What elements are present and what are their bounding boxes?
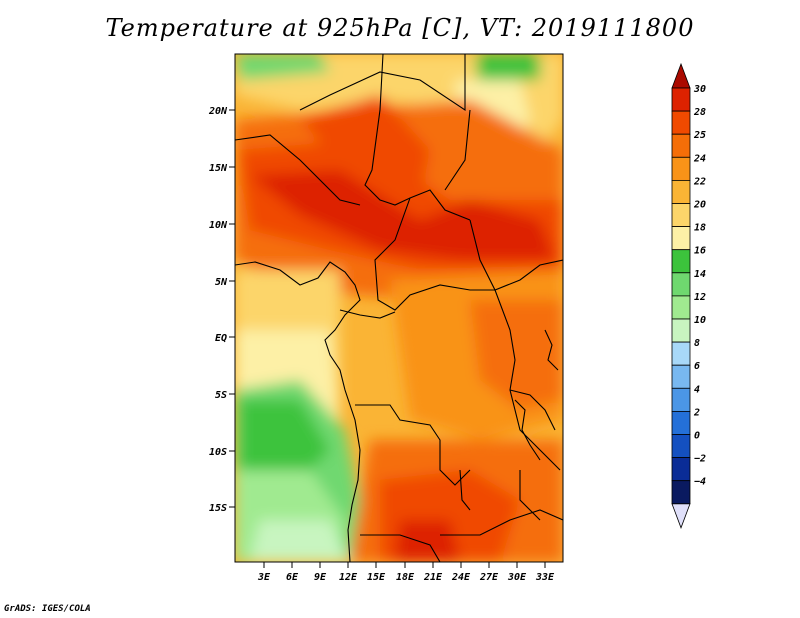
colorbar-label: 20 (693, 200, 706, 211)
lon-label-21e: 21E (423, 572, 443, 583)
colorbar-label: 8 (694, 338, 700, 349)
colorbar-swatch (671, 364, 691, 389)
lat-axis (229, 109, 235, 508)
colorbar-swatch (671, 341, 691, 366)
lat-label-5n: 5N (215, 277, 228, 288)
lon-label-15e: 15E (367, 572, 386, 583)
colorbar-label: −2 (694, 454, 706, 465)
colorbar-swatch (671, 226, 691, 251)
lon-label-12e: 12E (339, 572, 358, 583)
colorbar-label: 2 (693, 407, 700, 418)
lon-label-27e: 27E (479, 572, 499, 583)
lat-label-10s: 10S (209, 447, 227, 458)
colorbar-label: 22 (693, 176, 706, 187)
lat-label-20n: 20N (208, 106, 228, 117)
colorbar-swatch (671, 480, 691, 505)
colorbar-bottom-arrow (671, 503, 691, 529)
lon-label-6e: 6E (286, 572, 299, 583)
colorbar-swatch (671, 156, 691, 181)
colorbar-label: 12 (694, 292, 706, 303)
lat-label-10n: 10N (209, 220, 228, 231)
lon-label-9e: 9E (314, 572, 327, 583)
map-title: Temperature at 925hPa [C], VT: 201911180… (105, 14, 695, 42)
colorbar-label: 25 (693, 130, 706, 141)
colorbar-swatch (671, 457, 691, 482)
lon-label-24e: 24E (451, 572, 471, 583)
colorbar-label: 6 (694, 361, 700, 372)
lat-label-15s: 15S (209, 503, 227, 514)
lat-label-15n: 15N (209, 163, 228, 174)
colorbar-swatch (671, 87, 691, 112)
temperature-field (235, 54, 563, 562)
colorbar-label: 18 (694, 223, 706, 234)
colorbar-swatch (671, 434, 691, 459)
colorbar-swatch (671, 110, 691, 135)
colorbar-label: 4 (694, 384, 700, 395)
colorbar-swatch (671, 410, 691, 435)
colorbar-swatch (671, 387, 691, 412)
credit-label: GrADS: IGES/COLA (4, 604, 91, 614)
colorbar-swatch (671, 318, 691, 343)
country-borders (235, 54, 563, 562)
colorbar-label: 28 (693, 107, 706, 118)
colorbar-swatch (671, 249, 691, 274)
map-frame (234, 53, 564, 563)
colorbar-swatch (671, 133, 691, 158)
colorbar-label: 10 (694, 315, 706, 326)
colorbar-top-arrow (671, 62, 691, 89)
lat-label-eq: EQ (215, 333, 227, 344)
lat-labels: 20N 15N 10N 5N EQ 5S 10S 15S (208, 106, 228, 514)
colorbar-label: −4 (694, 477, 706, 488)
lon-label-18e: 18E (396, 572, 415, 583)
colorbar-swatch (671, 272, 691, 297)
colorbar-label: 14 (694, 269, 706, 280)
colorbar-swatch (671, 295, 691, 320)
colorbar-swatch (671, 179, 691, 204)
colorbar-swatch (671, 203, 691, 228)
lon-label-3e: 3E (257, 572, 271, 583)
colorbar-label: 24 (693, 153, 706, 164)
lat-label-5s: 5S (215, 390, 227, 401)
lon-label-33e: 33E (535, 572, 555, 583)
colorbar-label: 0 (694, 431, 700, 442)
colorbar-label: 30 (693, 84, 706, 95)
lon-labels: 3E 6E 9E 12E 15E 18E 21E 24E 27E 30E 33E (257, 572, 555, 583)
lon-label-30e: 30E (507, 572, 527, 583)
colorbar-label: 16 (694, 246, 706, 257)
lon-axis (263, 562, 546, 568)
